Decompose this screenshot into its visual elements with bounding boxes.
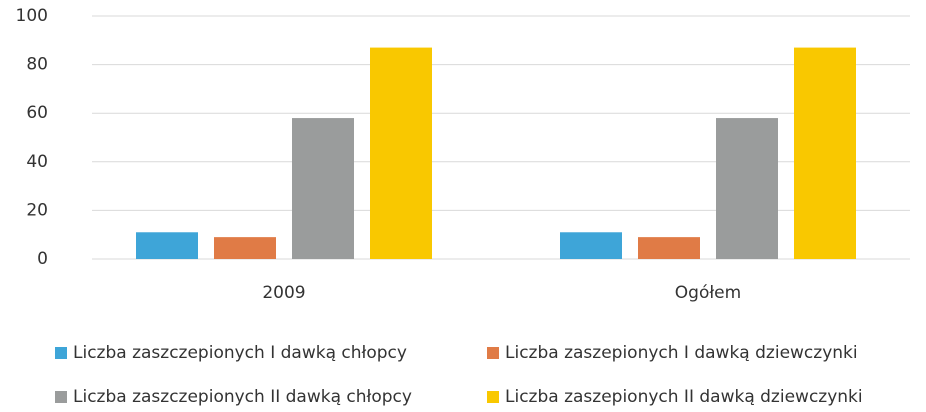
legend-swatch <box>55 347 67 359</box>
legend-label: Liczba zaszepionych II dawką dziewczynki <box>505 387 863 407</box>
legend-swatch <box>55 391 67 403</box>
legend-swatch <box>487 391 499 403</box>
bar <box>370 47 432 260</box>
bar <box>214 237 276 259</box>
y-tick-label: 100 <box>16 6 48 26</box>
bar <box>794 47 856 260</box>
bar <box>292 118 354 259</box>
bar <box>560 232 622 259</box>
y-tick-label: 60 <box>26 103 48 123</box>
y-tick-label: 0 <box>37 249 48 269</box>
y-tick-label: 80 <box>26 55 48 75</box>
bar <box>638 237 700 259</box>
x-tick-label: 2009 <box>262 283 305 303</box>
legend-label: Liczba zaszepionych I dawką dziewczynki <box>505 343 858 363</box>
y-tick-label: 40 <box>26 152 48 172</box>
legend-label: Liczba zaszczepionych I dawką chłopcy <box>73 343 407 363</box>
legend-swatch <box>487 347 499 359</box>
x-tick-label: Ogółem <box>675 283 741 303</box>
bar <box>136 232 198 259</box>
legend-label: Liczba zaszczepionych II dawką chłopcy <box>73 387 412 407</box>
bar <box>716 118 778 259</box>
y-tick-label: 20 <box>26 200 48 220</box>
